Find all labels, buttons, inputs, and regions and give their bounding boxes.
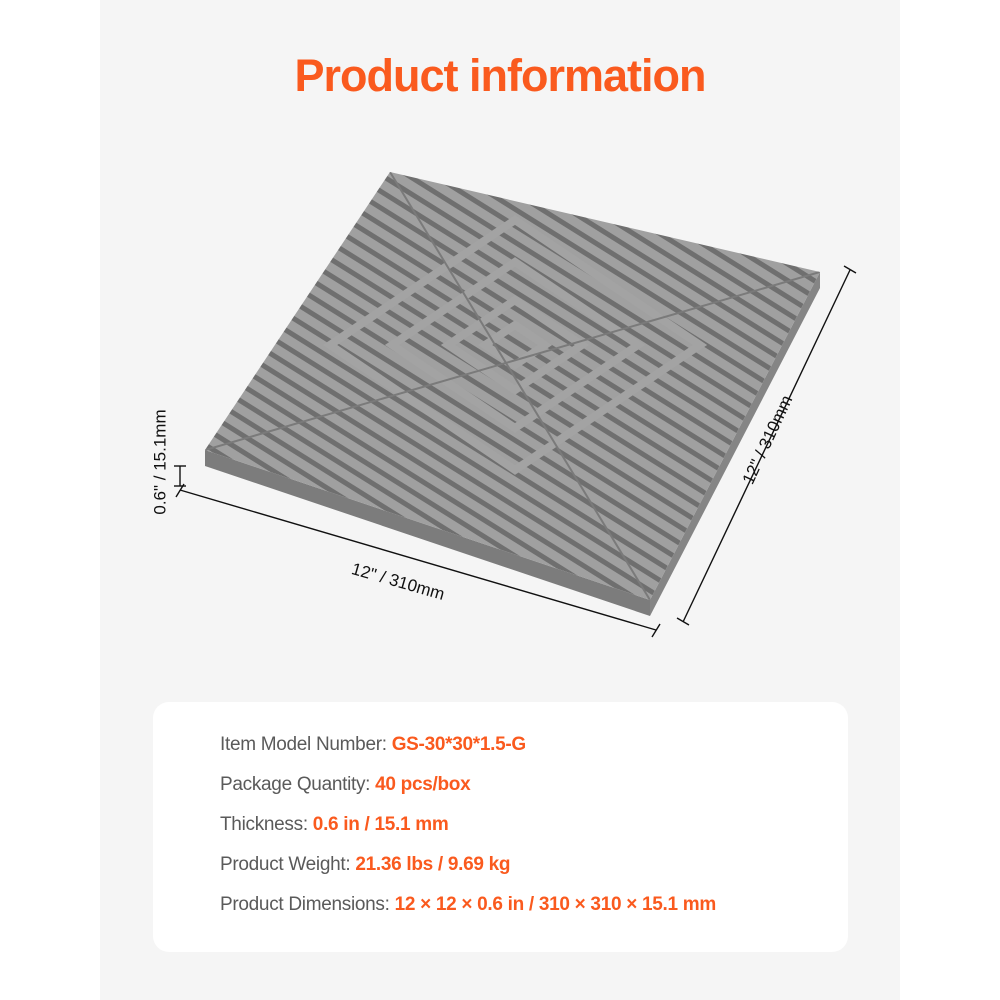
floor-tile-image xyxy=(174,172,857,638)
tile-side-edge xyxy=(650,272,820,616)
dimension-lines xyxy=(174,265,857,638)
page-title: Product information xyxy=(294,50,707,101)
tile-front-edge xyxy=(205,450,650,616)
spec-package-quantity: Package Quantity: 40 pcs/box xyxy=(220,774,471,795)
spec-thickness: Thickness: 0.6 in / 15.1 mm xyxy=(220,814,449,835)
spec-weight: Product Weight: 21.36 lbs / 9.69 kg xyxy=(220,854,511,875)
thickness-label: 0.6" / 15.1mm xyxy=(150,409,170,515)
concentric-diamonds xyxy=(322,215,708,475)
spec-card: Item Model Number: GS-30*30*1.5-G Packag… xyxy=(153,702,848,952)
spec-dimensions: Product Dimensions: 12 × 12 × 0.6 in / 3… xyxy=(220,894,716,915)
spec-model-number: Item Model Number: GS-30*30*1.5-G xyxy=(220,734,526,755)
